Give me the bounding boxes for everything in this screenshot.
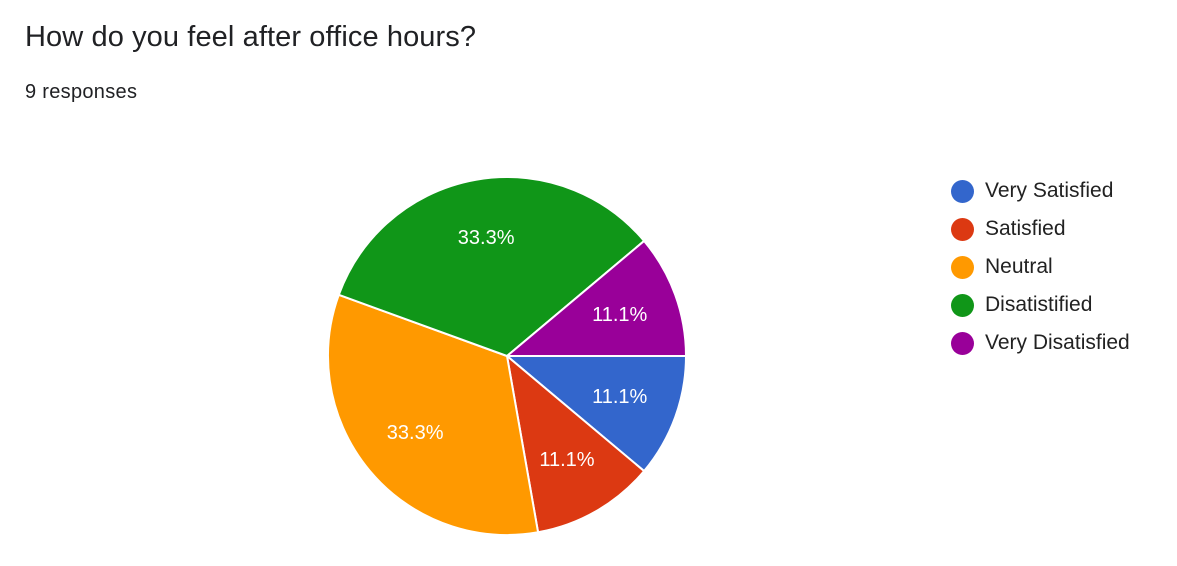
legend-item: Very Disatisfied: [951, 324, 1171, 362]
pie-slice-neutral: [327, 293, 540, 536]
legend-label: Disatistified: [985, 293, 1093, 316]
pie-slice-very-disatisfied: [506, 239, 687, 357]
slice-percent-label: 33.3%: [387, 422, 444, 444]
legend-swatch: [951, 293, 974, 317]
pie-slices: [327, 176, 687, 536]
response-count: 9 responses: [25, 81, 138, 103]
legend-swatch: [951, 179, 974, 203]
chart-legend: Very Satisfied Satisfied Neutral Disatis…: [951, 172, 1171, 362]
legend-item: Disatistified: [951, 286, 1171, 324]
legend-item: Neutral: [951, 248, 1171, 286]
legend-label: Satisfied: [985, 217, 1066, 240]
slice-percent-label: 33.3%: [458, 227, 515, 249]
pie-slice-labels: 11.1% 11.1% 33.3% 33.3% 11.1%: [387, 227, 648, 471]
legend-swatch: [951, 331, 974, 355]
pie-slice-satisfied: [506, 355, 646, 534]
legend-item: Satisfied: [951, 210, 1171, 248]
slice-percent-label: 11.1%: [592, 304, 647, 326]
legend-item: Very Satisfied: [951, 172, 1171, 210]
legend-label: Neutral: [985, 255, 1053, 278]
pie-slice-disatistified: [337, 176, 646, 357]
legend-swatch: [951, 255, 974, 279]
legend-swatch: [951, 217, 974, 241]
slice-percent-label: 11.1%: [539, 449, 594, 471]
pie-slice-very-satisfied: [506, 355, 687, 473]
slice-percent-label: 11.1%: [592, 386, 647, 408]
legend-label: Very Satisfied: [985, 179, 1114, 202]
legend-label: Very Disatisfied: [985, 331, 1130, 354]
question-title: How do you feel after office hours?: [25, 21, 477, 53]
